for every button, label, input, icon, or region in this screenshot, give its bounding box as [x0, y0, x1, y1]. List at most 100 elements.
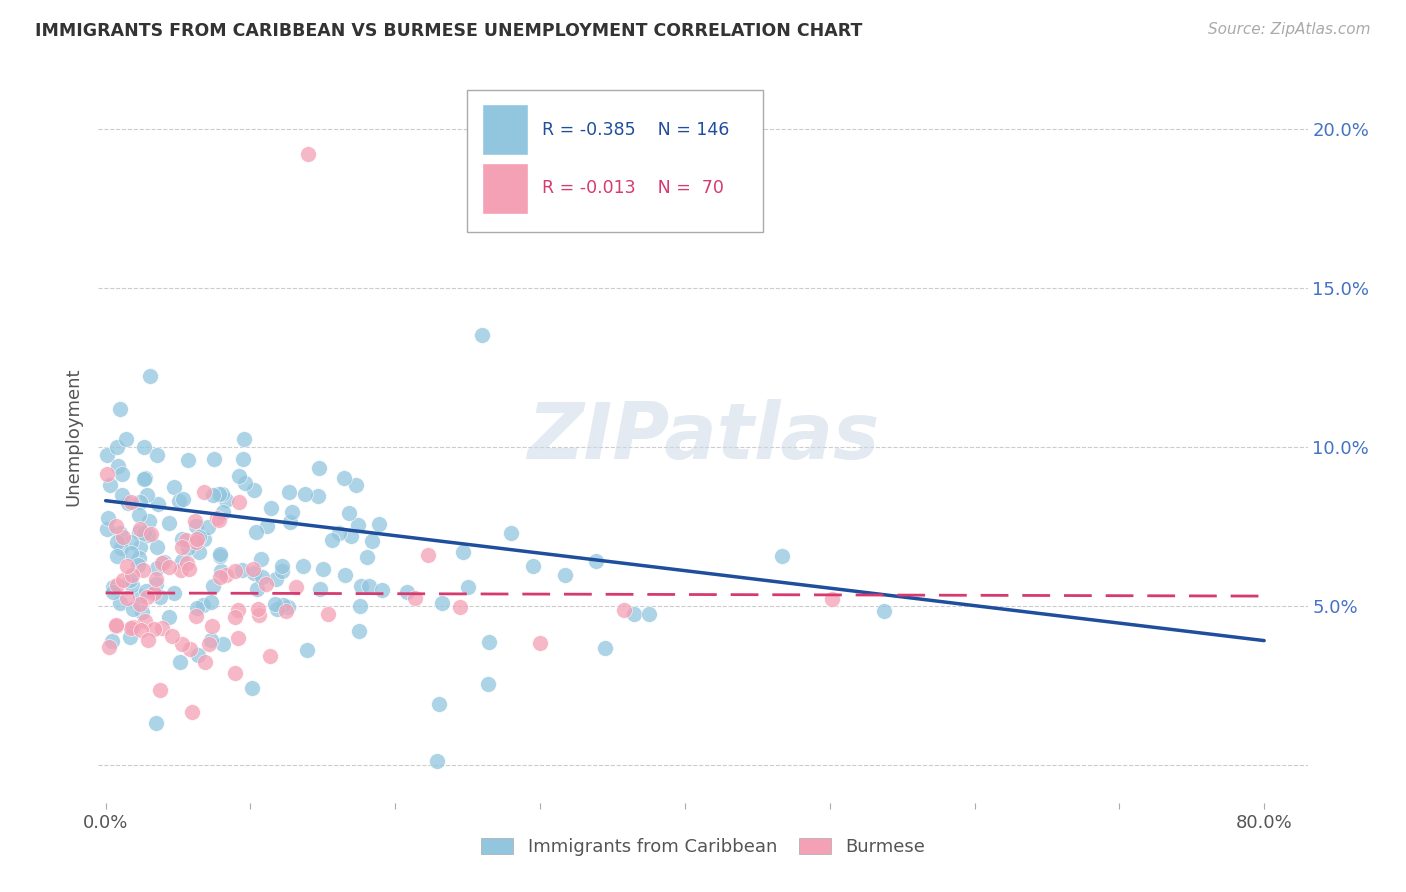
Point	[311, 562, 333, 576]
Point	[457, 581, 479, 595]
Point	[112, 573, 135, 587]
Point	[187, 530, 209, 544]
Point	[110, 541, 132, 555]
Point	[264, 572, 287, 586]
Point	[200, 632, 222, 647]
Point	[215, 493, 238, 508]
Point	[308, 461, 330, 475]
Point	[135, 591, 157, 605]
Point	[240, 681, 263, 695]
Point	[132, 472, 155, 486]
Point	[202, 488, 225, 502]
Point	[224, 610, 246, 624]
Point	[128, 522, 150, 536]
Point	[274, 604, 297, 618]
Point	[105, 535, 128, 549]
Point	[349, 599, 371, 614]
Point	[129, 589, 152, 603]
Point	[163, 586, 186, 600]
Point	[96, 522, 118, 536]
Point	[232, 451, 254, 466]
Point	[176, 556, 198, 570]
Point	[232, 432, 254, 446]
Point	[167, 494, 190, 508]
Point	[120, 535, 142, 549]
Point	[132, 564, 155, 578]
Point	[120, 621, 142, 635]
Point	[150, 622, 173, 636]
Point	[277, 600, 299, 615]
Point	[121, 620, 143, 634]
Point	[270, 564, 292, 578]
Point	[245, 524, 267, 539]
Point	[128, 550, 150, 565]
Point	[243, 566, 266, 580]
Point	[163, 480, 186, 494]
Point	[121, 568, 143, 582]
Point	[186, 532, 208, 546]
Point	[107, 578, 129, 592]
Point	[145, 572, 167, 586]
Point	[101, 633, 124, 648]
Point	[333, 567, 356, 582]
Point	[170, 532, 193, 546]
Point	[337, 506, 360, 520]
Point	[143, 585, 166, 599]
Point	[250, 552, 273, 566]
Point	[153, 555, 176, 569]
Point	[201, 619, 224, 633]
Point	[149, 682, 172, 697]
Point	[101, 585, 124, 599]
Point	[418, 549, 440, 563]
Point	[105, 618, 128, 632]
Point	[209, 564, 232, 578]
Point	[292, 559, 315, 574]
Point	[136, 487, 159, 501]
Point	[260, 500, 283, 515]
Point	[188, 545, 211, 559]
Point	[200, 595, 222, 609]
Point	[224, 666, 246, 681]
Point	[122, 602, 145, 616]
Point	[247, 607, 270, 622]
Point	[202, 579, 225, 593]
Point	[121, 578, 143, 592]
Point	[193, 532, 215, 546]
Point	[172, 554, 194, 568]
Point	[297, 147, 319, 161]
Point	[121, 546, 143, 560]
Point	[242, 561, 264, 575]
Point	[146, 561, 169, 575]
Point	[146, 540, 169, 554]
Point	[264, 597, 287, 611]
Point	[449, 600, 471, 615]
Point	[128, 508, 150, 522]
Point	[202, 452, 225, 467]
Point	[344, 478, 367, 492]
Point	[98, 640, 121, 655]
Point	[554, 567, 576, 582]
Point	[170, 563, 193, 577]
Point	[134, 614, 156, 628]
Point	[231, 563, 253, 577]
Point	[96, 448, 118, 462]
Point	[254, 577, 277, 591]
Bar	[482, 163, 527, 214]
Point	[333, 471, 356, 485]
Y-axis label: Unemployment: Unemployment	[65, 368, 83, 507]
Legend: Immigrants from Caribbean, Burmese: Immigrants from Caribbean, Burmese	[474, 830, 932, 863]
Point	[96, 467, 118, 481]
Point	[117, 496, 139, 510]
Point	[162, 629, 184, 643]
Point	[356, 549, 378, 564]
Point	[205, 511, 228, 525]
Point	[139, 368, 162, 383]
Point	[118, 630, 141, 644]
Point	[105, 441, 128, 455]
Point	[111, 488, 134, 502]
Text: IMMIGRANTS FROM CARIBBEAN VS BURMESE UNEMPLOYMENT CORRELATION CHART: IMMIGRANTS FROM CARIBBEAN VS BURMESE UNE…	[35, 22, 862, 40]
Point	[405, 591, 427, 605]
Point	[208, 513, 231, 527]
Point	[529, 636, 551, 650]
Point	[194, 655, 217, 669]
